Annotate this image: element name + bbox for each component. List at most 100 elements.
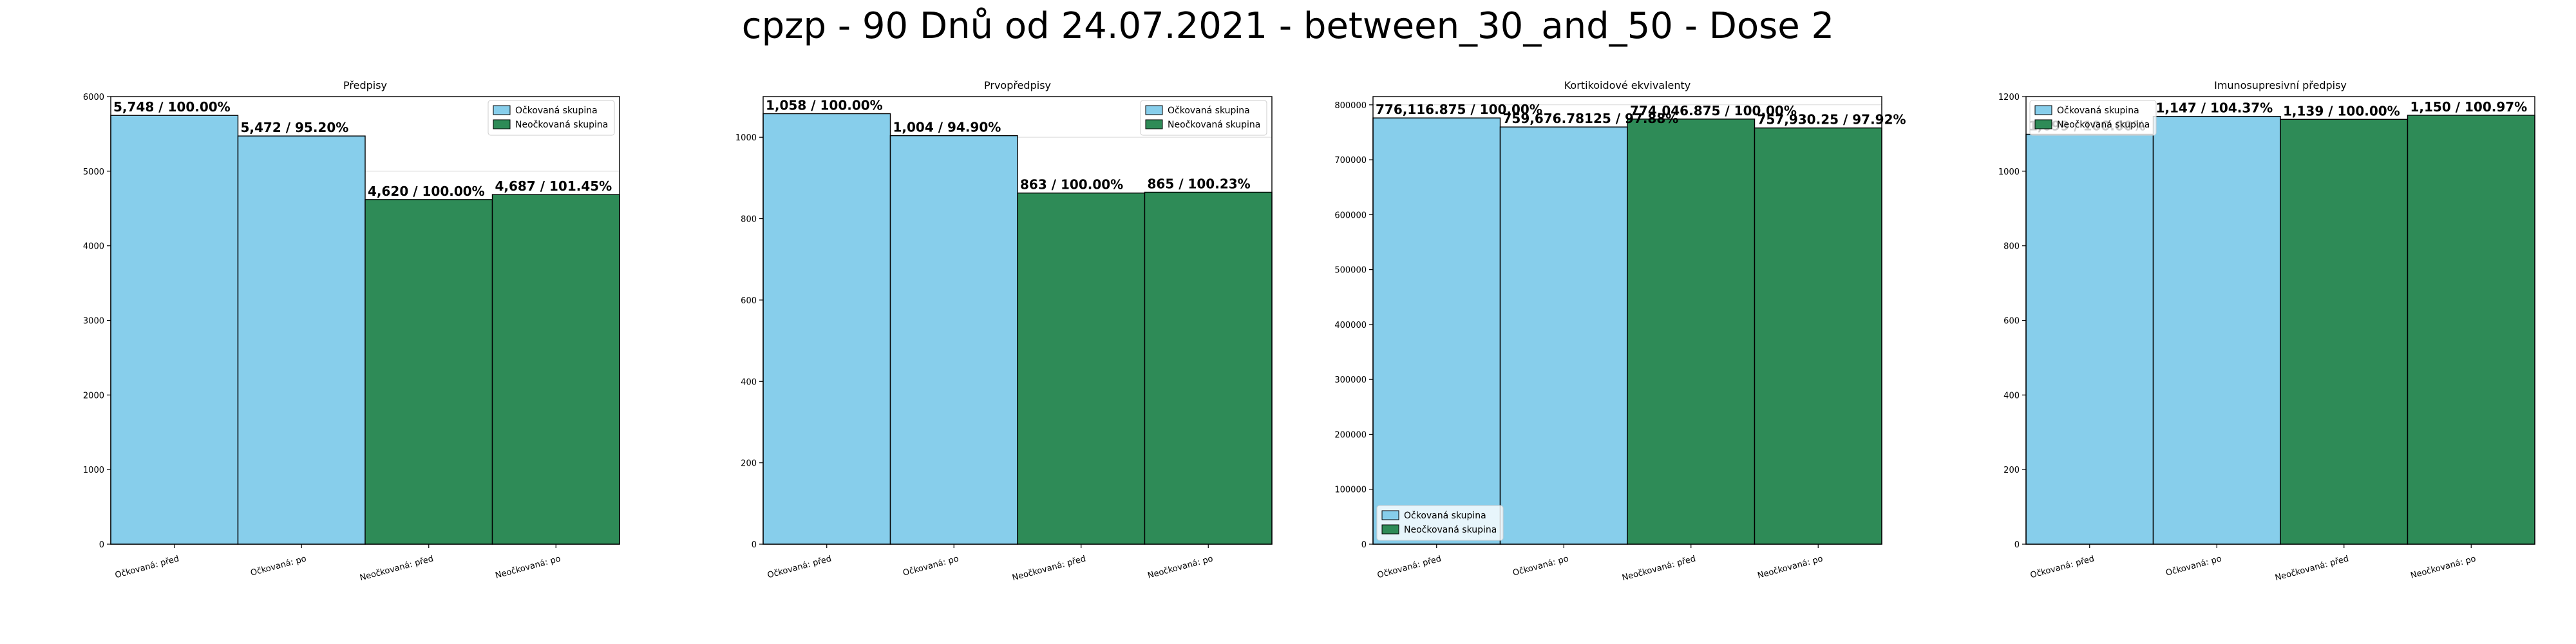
bar-value-label: 5,472 / 95.20% bbox=[241, 120, 349, 135]
x-tick-label: Neočkovaná: před bbox=[359, 554, 435, 583]
y-tick-label: 600 bbox=[2003, 317, 2020, 327]
x-tick-label: Neočkovaná: před bbox=[1621, 554, 1697, 583]
x-tick-label: Očkovaná: po bbox=[1511, 554, 1569, 578]
bar bbox=[365, 199, 493, 545]
y-tick-label: 800 bbox=[2003, 242, 2020, 252]
y-tick-label: 100000 bbox=[1334, 486, 1367, 495]
legend-label: Neočkovaná skupina bbox=[1404, 525, 1497, 535]
y-tick-label: 400 bbox=[741, 377, 757, 387]
y-tick-label: 1000 bbox=[1998, 167, 2020, 177]
legend-swatch bbox=[1145, 105, 1163, 115]
y-tick-label: 0 bbox=[1361, 540, 1367, 550]
bar bbox=[1017, 193, 1146, 545]
x-tick-label: Neočkovaná: po bbox=[2410, 554, 2477, 581]
bar bbox=[1144, 191, 1273, 545]
legend-swatch bbox=[2034, 105, 2052, 115]
axes-title: Předpisy bbox=[343, 79, 387, 91]
y-tick-label: 4000 bbox=[83, 242, 104, 252]
legend: Očkovaná skupina Neočkovaná skupina bbox=[488, 100, 615, 136]
chart-panel-first-prescriptions: Prvopředpisy 1,058 / 100.00% 1,004 / 94.90… bbox=[735, 79, 1273, 583]
x-tick-label: Neočkovaná: po bbox=[1147, 554, 1215, 581]
legend-swatch bbox=[1381, 510, 1399, 520]
legend-swatch bbox=[493, 105, 511, 115]
bar bbox=[889, 135, 1018, 545]
bar bbox=[1754, 127, 1882, 545]
x-tick-label: Očkovaná: po bbox=[249, 554, 307, 578]
legend: Očkovaná skupina Neočkovaná skupina bbox=[1376, 505, 1504, 541]
legend-label: Očkovaná skupina bbox=[2057, 106, 2139, 116]
legend-label: Očkovaná skupina bbox=[1168, 106, 1250, 116]
y-tick-label: 3000 bbox=[83, 317, 104, 327]
bar bbox=[762, 113, 891, 545]
y-tick-label: 0 bbox=[99, 540, 104, 550]
figure-title: cpzp - 90 Dnů od 24.07.2021 - between_30… bbox=[741, 5, 1835, 47]
x-tick-label: Očkovaná: po bbox=[2164, 554, 2222, 578]
bar-value-label: 1,139 / 100.00% bbox=[2283, 103, 2400, 118]
bar-value-label: 1,058 / 100.00% bbox=[766, 98, 883, 113]
y-tick-label: 200000 bbox=[1334, 430, 1367, 440]
bar bbox=[2280, 118, 2409, 545]
y-tick-label: 800 bbox=[741, 215, 757, 225]
bar-value-label: 776,116.875 / 100.00% bbox=[1376, 102, 1542, 117]
bar bbox=[237, 135, 366, 545]
bar-value-label: 863 / 100.00% bbox=[1020, 177, 1123, 193]
bar bbox=[1499, 126, 1628, 545]
y-tick-label: 600 bbox=[741, 296, 757, 306]
y-tick-label: 2000 bbox=[83, 391, 104, 401]
legend-box bbox=[1140, 100, 1267, 136]
legend: Očkovaná skupina Neočkovaná skupina bbox=[2029, 100, 2157, 136]
legend-box bbox=[1376, 505, 1504, 541]
bar bbox=[491, 194, 620, 545]
x-tick-label: Neočkovaná: před bbox=[2274, 554, 2350, 583]
legend-label: Očkovaná skupina bbox=[1404, 511, 1486, 521]
y-tick-label: 700000 bbox=[1334, 156, 1367, 166]
legend-box bbox=[488, 100, 615, 136]
bar-value-label: 1,150 / 100.97% bbox=[2410, 99, 2528, 115]
y-tick-label: 500000 bbox=[1334, 266, 1367, 276]
legend: Očkovaná skupina Neočkovaná skupina bbox=[1140, 100, 1267, 136]
legend-label: Neočkovaná skupina bbox=[2057, 120, 2150, 130]
x-tick-label: Neočkovaná: před bbox=[1011, 554, 1087, 583]
bar-value-label: 759,676.78125 / 97.88% bbox=[1503, 111, 1679, 126]
bar-value-label: 5,748 / 100.00% bbox=[113, 99, 231, 115]
axes-title: Kortikoidové ekvivalenty bbox=[1564, 79, 1691, 91]
axes-title: Imunosupresivní předpisy bbox=[2214, 79, 2347, 91]
bar bbox=[1627, 118, 1756, 545]
x-tick-label: Očkovaná: po bbox=[902, 554, 960, 578]
x-tick-label: Očkovaná: před bbox=[766, 554, 833, 580]
axes-frame bbox=[1372, 96, 1882, 545]
y-tick-label: 200 bbox=[2003, 466, 2020, 475]
y-tick-label: 1200 bbox=[1998, 93, 2020, 102]
y-tick-label: 0 bbox=[2014, 540, 2020, 550]
axes-frame bbox=[762, 96, 1273, 545]
bar-value-label: 4,687 / 101.45% bbox=[495, 178, 612, 194]
bar-value-label: 757,930.25 / 97.92% bbox=[1757, 112, 1906, 128]
x-tick-label: Neočkovaná: po bbox=[495, 554, 562, 581]
legend-label: Očkovaná skupina bbox=[515, 106, 598, 116]
bar bbox=[1372, 117, 1501, 545]
legend-swatch bbox=[493, 119, 511, 129]
y-tick-label: 600000 bbox=[1334, 211, 1367, 220]
chart-panel-prescriptions: Předpisy 5,748 / 100.00% 5,472 / 95.20% 4,6… bbox=[83, 79, 620, 583]
y-tick-label: 400000 bbox=[1334, 321, 1367, 330]
y-tick-label: 300000 bbox=[1334, 375, 1367, 385]
y-tick-label: 1000 bbox=[83, 466, 104, 475]
x-tick-label: Neočkovaná: po bbox=[1757, 554, 1824, 581]
y-tick-label: 800000 bbox=[1334, 101, 1367, 111]
bar bbox=[2025, 133, 2154, 545]
bar-value-label: 1,147 / 104.37% bbox=[2156, 100, 2273, 116]
axes-title: Prvopředpisy bbox=[984, 79, 1051, 91]
bar-value-label: 774,046.875 / 100.00% bbox=[1630, 103, 1797, 118]
y-tick-label: 200 bbox=[741, 459, 757, 469]
legend-box bbox=[2029, 100, 2157, 136]
bar bbox=[2152, 115, 2281, 545]
y-tick-label: 1000 bbox=[735, 133, 757, 143]
bar-value-label: 1,004 / 94.90% bbox=[893, 120, 1001, 135]
legend-label: Neočkovaná skupina bbox=[1168, 120, 1260, 130]
y-tick-label: 6000 bbox=[83, 93, 104, 102]
x-tick-label: Očkovaná: před bbox=[2029, 554, 2096, 580]
legend-swatch bbox=[1145, 119, 1163, 129]
x-tick-label: Očkovaná: před bbox=[1376, 554, 1443, 580]
